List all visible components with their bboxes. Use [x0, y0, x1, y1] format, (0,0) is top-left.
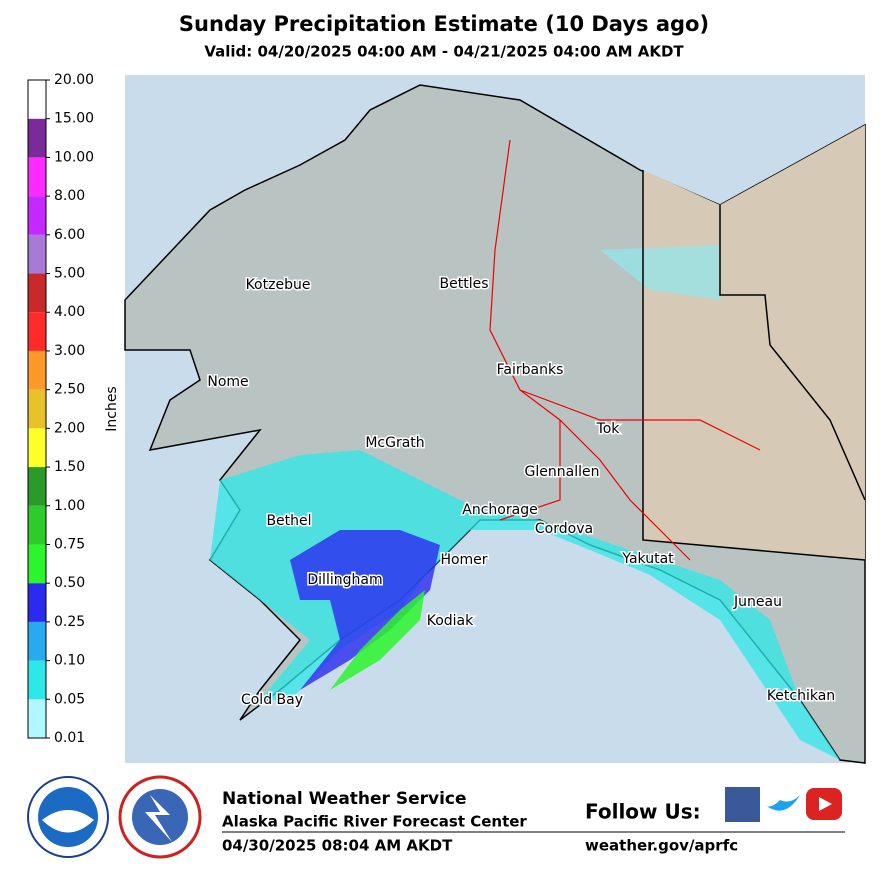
- city-label: Kotzebue: [246, 277, 311, 293]
- city-label: Cordova: [535, 521, 593, 537]
- legend-swatch: [28, 583, 46, 622]
- org: National Weather Service: [222, 789, 467, 809]
- legend-swatch: [28, 505, 46, 545]
- legend-label: 6.00: [54, 227, 85, 243]
- follow: Follow Us:: [585, 800, 701, 824]
- legend-swatch: [28, 80, 46, 119]
- legend-title: Inches: [104, 386, 120, 431]
- legend-swatch: [28, 660, 46, 700]
- legend-label: 10.00: [54, 149, 94, 165]
- legend-swatch: [28, 389, 46, 429]
- city-label: Anchorage: [462, 502, 537, 518]
- legend-label: 3.00: [54, 343, 85, 359]
- legend-label: 2.00: [54, 420, 85, 436]
- legend-label: 1.00: [54, 498, 85, 514]
- legend-label: 8.00: [54, 188, 85, 204]
- legend-swatch: [28, 118, 46, 158]
- city-label: Glennallen: [525, 464, 600, 480]
- issued: 04/30/2025 08:04 AM AKDT: [222, 837, 453, 855]
- legend-label: 0.25: [54, 614, 85, 630]
- legend-swatch: [28, 621, 46, 661]
- legend-swatch: [28, 428, 46, 468]
- legend-swatch: [28, 312, 46, 351]
- map: [124, 75, 866, 764]
- logos: [27, 775, 202, 859]
- city-label: Ketchikan: [767, 688, 835, 704]
- legend-label: 0.05: [54, 691, 85, 707]
- city-label: Homer: [440, 552, 487, 568]
- legend-label: 1.50: [54, 459, 85, 475]
- legend-label: 2.50: [54, 382, 85, 398]
- legend-frame: [27, 79, 47, 739]
- legend-label: 20.00: [54, 72, 94, 88]
- legend-swatch: [28, 544, 46, 584]
- city-label: McGrath: [365, 435, 424, 451]
- city-label: Cold Bay: [241, 692, 303, 708]
- legend-label: 0.75: [54, 536, 85, 552]
- legend-label: 0.01: [54, 730, 85, 746]
- city-label: Bethel: [266, 513, 311, 529]
- legend-swatch: [28, 273, 46, 313]
- subtitle: Valid: 04/20/2025 04:00 AM - 04/21/2025 …: [204, 43, 684, 61]
- city-label: Nome: [207, 374, 248, 390]
- city-label: Kodiak: [427, 613, 474, 629]
- facebook-icon[interactable]: [725, 787, 760, 822]
- center: Alaska Pacific River Forecast Center: [222, 813, 527, 831]
- twitter-icon[interactable]: [765, 795, 800, 811]
- city-label: Yakutat: [621, 551, 674, 567]
- legend-label: 4.00: [54, 304, 85, 320]
- legend-label: 5.00: [54, 266, 85, 282]
- legend-swatch: [28, 467, 46, 506]
- legend-swatch: [28, 196, 46, 235]
- legend-swatch: [28, 699, 46, 738]
- city-label: Bettles: [440, 276, 489, 292]
- legend-swatch: [28, 234, 46, 274]
- legend-swatch: [28, 350, 46, 390]
- legend-label: 0.50: [54, 575, 85, 591]
- city-label: Tok: [596, 421, 621, 437]
- legend-label: 0.10: [54, 653, 85, 669]
- legend-swatch: [28, 157, 46, 197]
- city-label: Juneau: [733, 594, 782, 610]
- city-label: Fairbanks: [497, 362, 564, 378]
- legend-label: 15.00: [54, 111, 94, 127]
- title: Sunday Precipitation Estimate (10 Days a…: [179, 12, 709, 36]
- city-label: Dillingham: [307, 572, 382, 588]
- url[interactable]: weather.gov/aprfc: [585, 837, 738, 855]
